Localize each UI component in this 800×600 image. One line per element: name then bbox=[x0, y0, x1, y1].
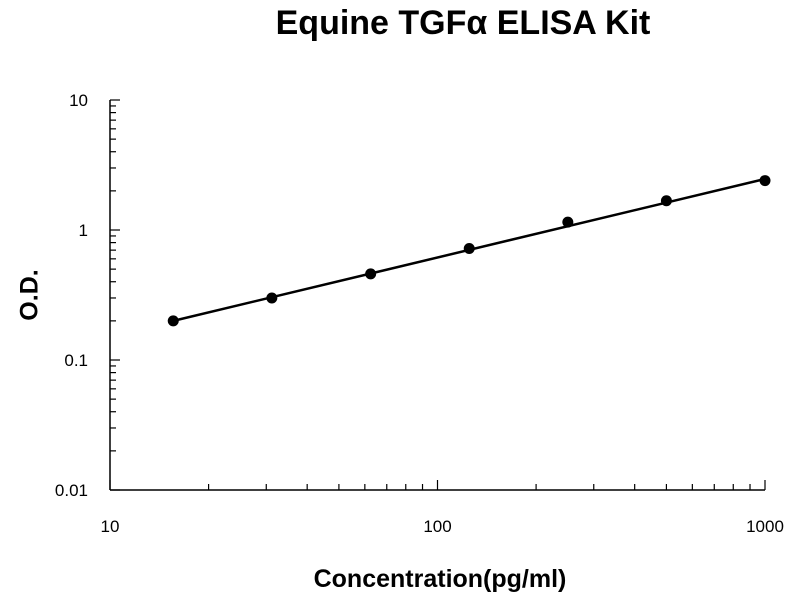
data-points bbox=[167, 175, 771, 327]
x-axis-label: Concentration(pg/ml) bbox=[313, 565, 567, 593]
axes bbox=[109, 100, 765, 491]
data-point bbox=[463, 243, 475, 255]
y-tick-label: 0.1 bbox=[64, 351, 88, 370]
data-point bbox=[266, 292, 278, 304]
y-tick-label: 1 bbox=[79, 221, 88, 240]
x-tick-label: 10 bbox=[101, 517, 120, 536]
tick-marks bbox=[109, 99, 766, 491]
data-point bbox=[365, 268, 377, 280]
data-point bbox=[759, 175, 771, 187]
x-tick-label: 100 bbox=[423, 517, 451, 536]
data-point bbox=[660, 195, 672, 207]
tick-labels: 10 100 1000 0.01 0.1 1 10 bbox=[55, 91, 784, 536]
y-tick-label: 0.01 bbox=[55, 481, 88, 500]
data-point bbox=[562, 216, 574, 228]
y-axis-label: O.D. bbox=[15, 269, 44, 321]
y-tick-label: 10 bbox=[69, 91, 88, 110]
chart-title: Equine TGFα ELISA Kit bbox=[275, 4, 651, 42]
data-point bbox=[167, 315, 179, 327]
x-tick-label: 1000 bbox=[746, 517, 784, 536]
